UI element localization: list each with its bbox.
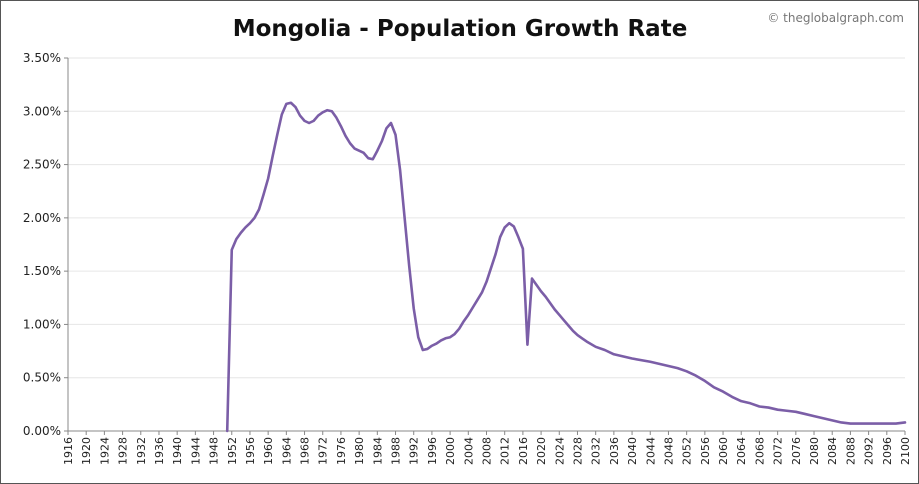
x-tick-label: 2068 xyxy=(753,437,766,465)
y-tick-label: 1.50% xyxy=(23,264,61,278)
x-tick-label: 1964 xyxy=(280,437,293,465)
x-tick-label: 2076 xyxy=(790,437,803,465)
chart-title: Mongolia - Population Growth Rate xyxy=(233,16,688,42)
x-tick-label: 2060 xyxy=(717,437,730,465)
x-tick-label: 2088 xyxy=(844,437,857,465)
x-tick-label: 1976 xyxy=(335,437,348,465)
x-tick-label: 1932 xyxy=(135,437,148,465)
x-tick-label: 1944 xyxy=(189,437,202,465)
y-tick-label: 3.00% xyxy=(23,104,61,118)
x-tick-label: 2084 xyxy=(826,437,839,465)
x-tick-label: 2036 xyxy=(608,437,621,465)
series-layer xyxy=(225,101,907,433)
x-tick-label: 2000 xyxy=(444,437,457,465)
x-tick-label: 2100 xyxy=(899,437,912,465)
x-tick-label: 1952 xyxy=(226,437,239,465)
x-tick-label: 1916 xyxy=(62,437,75,465)
x-tick-label: 2040 xyxy=(626,437,639,465)
series-line xyxy=(225,101,907,433)
x-tick-label: 1968 xyxy=(299,437,312,465)
x-tick-label: 2016 xyxy=(517,437,530,465)
x-tick-label: 1972 xyxy=(317,437,330,465)
x-tick-label: 2008 xyxy=(481,437,494,465)
y-tick-label: 1.00% xyxy=(23,317,61,331)
x-tick-label: 2092 xyxy=(863,437,876,465)
x-tick-label: 1992 xyxy=(408,437,421,465)
x-tick-label: 2056 xyxy=(699,437,712,465)
x-tick-label: 2096 xyxy=(881,437,894,465)
axes xyxy=(67,58,905,432)
x-tick-label: 2080 xyxy=(808,437,821,465)
y-tick-label: 2.00% xyxy=(23,211,61,225)
x-tick-label: 1928 xyxy=(117,437,130,465)
x-tick-label: 2032 xyxy=(590,437,603,465)
x-tick-label: 2048 xyxy=(662,437,675,465)
x-tick-label: 2024 xyxy=(553,437,566,465)
x-tick-label: 1988 xyxy=(390,437,403,465)
y-axis-ticks: 0.00% 0.50% 1.00% 1.50% 2.00% 2.50% 3.00% 3.50% xyxy=(23,51,68,438)
credit-label: © theglobalgraph.com xyxy=(767,11,904,25)
x-tick-label: 2012 xyxy=(499,437,512,465)
x-tick-label: 2072 xyxy=(772,437,785,465)
x-tick-label: 1980 xyxy=(353,437,366,465)
y-tick-label: 0.50% xyxy=(23,371,61,385)
x-tick-label: 2052 xyxy=(681,437,694,465)
x-tick-label: 2044 xyxy=(644,437,657,465)
x-tick-label: 1948 xyxy=(208,437,221,465)
x-tick-label: 1940 xyxy=(171,437,184,465)
x-tick-label: 2020 xyxy=(535,437,548,465)
x-tick-label: 2028 xyxy=(571,437,584,465)
x-tick-label: 2004 xyxy=(462,437,475,465)
x-tick-label: 2064 xyxy=(735,437,748,465)
x-tick-label: 1924 xyxy=(98,437,111,465)
y-tick-label: 2.50% xyxy=(23,158,61,172)
x-axis-ticks: 1916 1920 1924 1928 1932 1936 1940 1944 1948 1952… xyxy=(62,431,912,465)
x-tick-label: 1936 xyxy=(153,437,166,465)
x-tick-label: 1984 xyxy=(371,437,384,465)
y-tick-label: 0.00% xyxy=(23,424,61,438)
x-tick-label: 1920 xyxy=(80,437,93,465)
y-tick-label: 3.50% xyxy=(23,51,61,65)
x-tick-label: 1960 xyxy=(262,437,275,465)
grid-lines xyxy=(68,57,905,379)
x-tick-label: 1956 xyxy=(244,437,257,465)
x-tick-label: 1996 xyxy=(426,437,439,465)
